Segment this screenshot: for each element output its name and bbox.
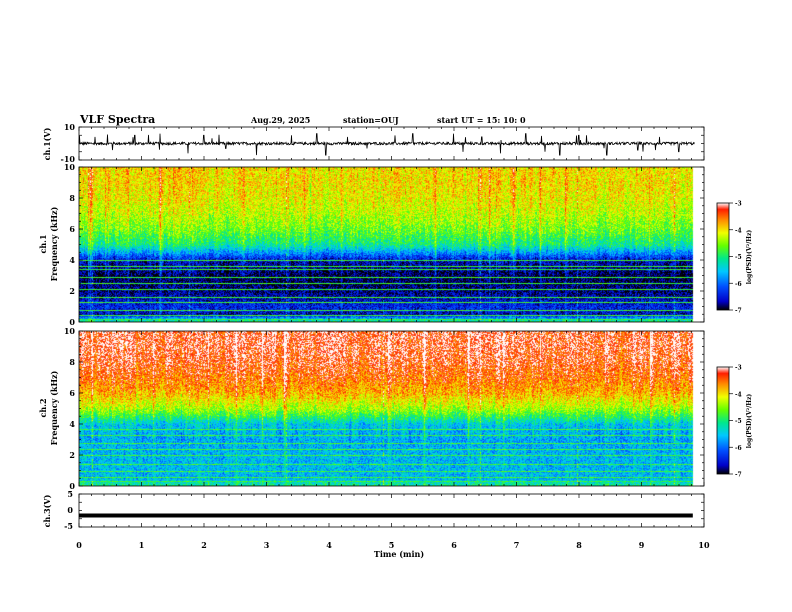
- ch1-spectrogram-ytick-label: 2: [69, 286, 75, 296]
- x-tick-label: 3: [264, 540, 270, 550]
- ch2-spectrogram-ylabel: Frequency (kHz): [49, 370, 59, 445]
- ch2-colorbar-ticks: -3 -4 -5 -6 -7: [729, 365, 742, 479]
- ch2-colorbar: [717, 367, 729, 474]
- ch1-colorbar-ticks: -3 -4 -5 -6 -7: [729, 201, 742, 315]
- colorbar-tick-label: -5: [735, 418, 742, 425]
- ch1-waveform-line: [78, 133, 695, 156]
- colorbar-tick-label: -5: [735, 254, 742, 261]
- colorbar-tick-label: -6: [735, 445, 742, 452]
- ch1-spectrogram-ylabel: Frequency (kHz): [49, 206, 59, 281]
- x-tick-label: 7: [514, 540, 520, 550]
- ch3-waveform-line: [79, 513, 693, 518]
- ch1-waveform-panel: 10 -10 ch.1(V): [42, 122, 705, 164]
- ch3-ytick-mid: 0: [67, 505, 73, 515]
- station-label: station=OUJ: [343, 115, 399, 125]
- colorbar-tick-label: -4: [735, 227, 742, 234]
- ch3-ytick-bottom: -5: [64, 521, 73, 531]
- x-tick-label: 5: [389, 540, 395, 550]
- x-tick-label: 0: [76, 540, 82, 550]
- ch1-spectrogram-ylabel-top: ch.1: [38, 234, 48, 253]
- colorbar-tick-label: -7: [735, 308, 742, 315]
- figure-title: VLF Spectra: [79, 113, 155, 126]
- ch2-spectrogram-ylabel-top: ch.2: [38, 398, 48, 417]
- x-tick-label: 8: [576, 540, 582, 550]
- ch1-spectrogram-yticklabels: 0 2 4 6 8 10: [64, 162, 76, 327]
- ch2-spectrogram-ytick-label: 10: [64, 326, 76, 336]
- ch2-spectrogram-ytick-label: 6: [69, 388, 75, 398]
- ch2-spectrogram-yticklabels: 0 2 4 6 8 10: [64, 326, 76, 491]
- date-label: Aug.29, 2025: [250, 115, 310, 125]
- x-tick-label: 2: [201, 540, 207, 550]
- x-tick-label: 1: [139, 540, 145, 550]
- x-tick-label: 6: [451, 540, 457, 550]
- ch1-colorbar: [717, 203, 729, 310]
- colorbar-tick-label: -6: [735, 281, 742, 288]
- ch3-waveform-ticks: [78, 493, 705, 528]
- ch1-waveform-ticks: [78, 126, 705, 161]
- x-axis-ticklabels: 0 1 2 3 4 5 6 7 8 9 10: [76, 540, 710, 550]
- ch1-colorbar-label: log(PSD)(V²/Hz): [746, 230, 753, 285]
- ch2-spectrogram-ticks: [78, 330, 705, 487]
- ch1-spectrogram-ytick-label: 4: [69, 255, 75, 265]
- ch3-waveform-ylabel: ch.3(V): [42, 494, 52, 527]
- ch2-spectrogram-ytick-label: 0: [69, 481, 75, 491]
- ch2-colorbar-label: log(PSD)(V²/Hz): [746, 394, 753, 449]
- colorbar-tick-label: -3: [735, 365, 742, 372]
- ch1-spectrogram-ytick-label: 6: [69, 224, 75, 234]
- x-axis-label: Time (min): [374, 549, 424, 559]
- ch1-ytick-top: 10: [64, 122, 76, 132]
- colorbar-tick-label: -4: [735, 391, 742, 398]
- ch2-spectrogram-ytick-label: 2: [69, 450, 75, 460]
- ch2-spectrogram-ytick-label: 8: [69, 357, 75, 367]
- ch1-spectrogram-ytick-label: 10: [64, 162, 76, 172]
- ch1-ytick-bottom: -10: [61, 154, 76, 164]
- colorbar-tick-label: -7: [735, 472, 742, 479]
- ch2-spectrogram-image: [79, 331, 704, 486]
- ch1-spectrogram-ytick-label: 8: [69, 193, 75, 203]
- x-tick-label: 9: [639, 540, 645, 550]
- ch1-waveform-ylabel: ch.1(V): [42, 127, 52, 160]
- ch3-waveform-panel: 5 0 -5 ch.3(V): [42, 489, 705, 531]
- start-time-label: start UT = 15: 10: 0: [437, 115, 526, 125]
- ch2-spectrogram-ytick-label: 4: [69, 419, 75, 429]
- colorbar-tick-label: -3: [735, 201, 742, 208]
- ch1-spectrogram-ytick-label: 0: [69, 317, 75, 327]
- ch3-ytick-top: 5: [67, 489, 73, 499]
- x-tick-label: 10: [698, 540, 710, 550]
- ch1-spectrogram-image: [79, 167, 704, 322]
- ch1-spectrogram-ticks: [78, 166, 705, 323]
- x-tick-label: 4: [326, 540, 332, 550]
